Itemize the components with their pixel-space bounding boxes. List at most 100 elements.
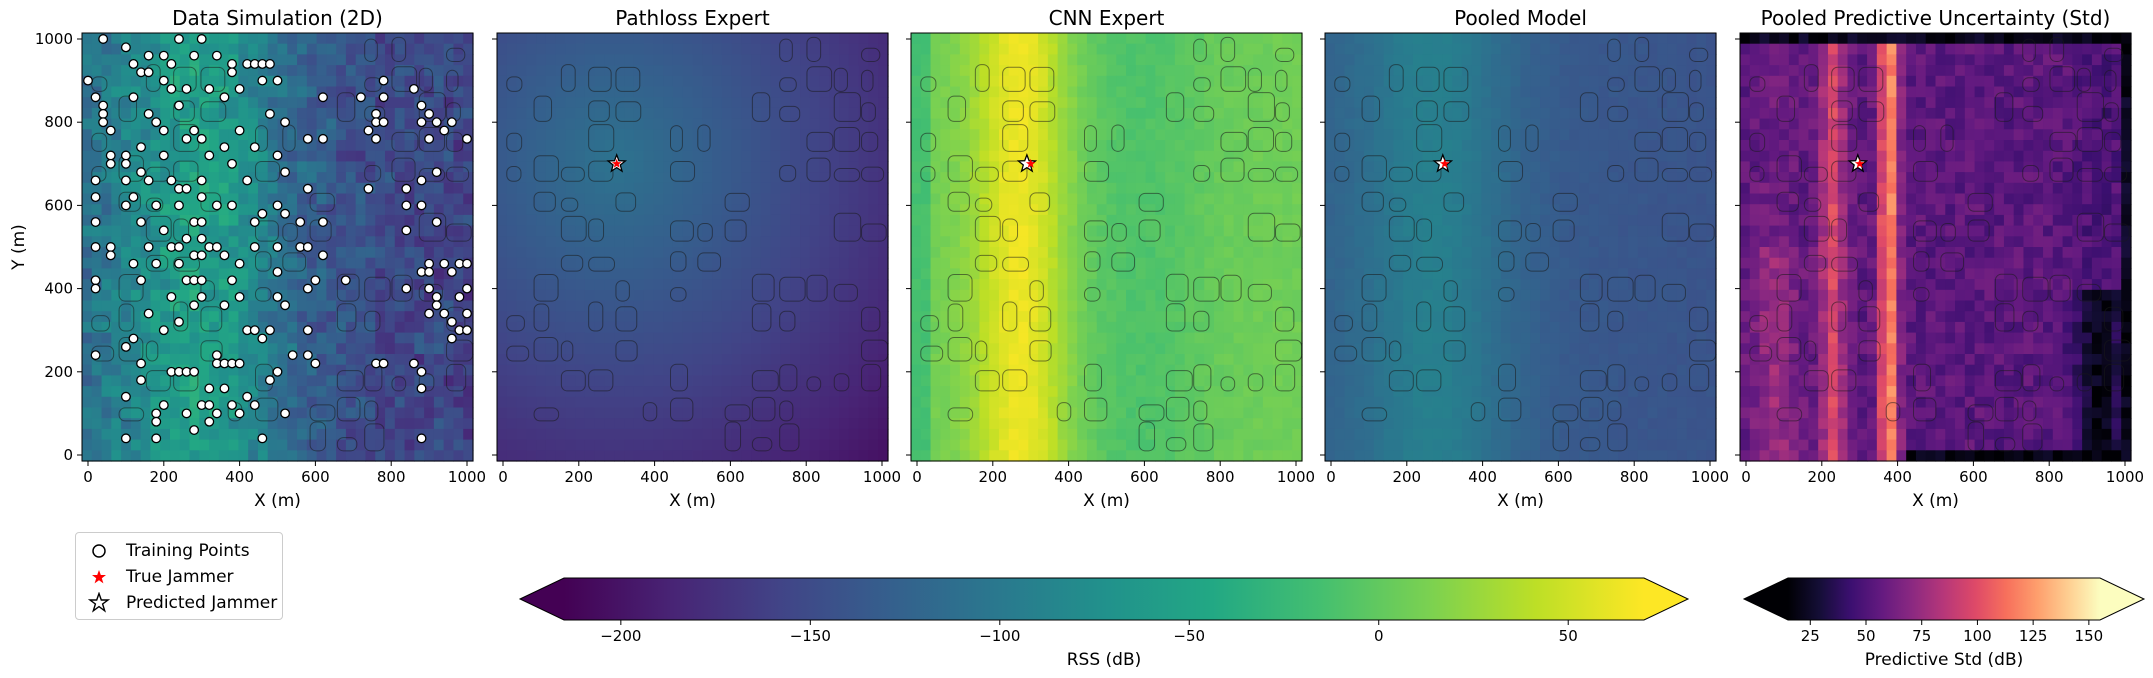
colorbar-tick-label: 125 — [2019, 627, 2048, 645]
training-point — [227, 67, 237, 78]
training-point — [378, 92, 389, 103]
training-point — [196, 175, 207, 186]
x-tick-label: 800 — [1206, 468, 1235, 486]
heatmap — [497, 33, 889, 462]
colorbar-extend-high — [1644, 578, 1688, 620]
training-point — [105, 158, 116, 169]
legend-label: Training Points — [126, 541, 250, 561]
training-point — [105, 150, 116, 161]
training-point — [416, 366, 427, 377]
colorbar-outline — [1742, 577, 2146, 621]
legend: Training Points True Jammer Predicted Ja… — [75, 532, 283, 620]
training-point — [151, 433, 162, 444]
true-jammer-marker — [1854, 158, 1865, 168]
panel-5: Pooled Predictive Uncertainty (Std) 0 200 4… — [1735, 6, 2144, 511]
training-point — [204, 150, 215, 161]
training-point — [424, 267, 435, 277]
training-point — [98, 100, 109, 111]
x-axis-label: X (m) — [1912, 491, 1959, 511]
training-points — [83, 34, 472, 444]
training-point — [90, 283, 101, 294]
training-point — [249, 242, 260, 252]
training-point — [158, 150, 169, 161]
training-point — [242, 175, 253, 186]
training-point — [158, 75, 169, 86]
legend-item-training-points: Training Points — [88, 539, 250, 563]
x-tick-label: 400 — [1468, 468, 1497, 486]
x-axis-label: X (m) — [254, 491, 301, 511]
training-point — [227, 200, 237, 211]
x-tick-label: 200 — [1392, 468, 1421, 486]
x-tick-label: 1000 — [448, 468, 486, 486]
training-point — [446, 267, 457, 277]
colorbar-tick-label: −100 — [979, 627, 1020, 645]
training-point — [462, 325, 472, 336]
training-point — [158, 50, 169, 61]
colorbar-1: −200 −150 −100 −50 0 50 RSS (dB) — [518, 577, 1690, 670]
training-point — [151, 416, 162, 427]
training-point — [234, 358, 245, 369]
training-point — [439, 125, 450, 136]
colorbar-tick-label: 75 — [1912, 627, 1931, 645]
training-point — [105, 250, 116, 261]
colorbar-gradient — [564, 578, 1644, 620]
training-point — [318, 92, 328, 103]
training-point — [143, 67, 154, 78]
colorbar-tick-label: 0 — [1374, 627, 1384, 645]
training-point — [98, 117, 109, 128]
training-point — [196, 133, 207, 144]
heatmap — [911, 33, 1303, 462]
x-axis-label: X (m) — [1083, 491, 1130, 511]
true-jammer-marker — [1025, 158, 1036, 168]
y-tick-label: 200 — [44, 363, 73, 381]
training-point — [90, 192, 101, 203]
training-point — [242, 391, 253, 402]
legend-item-predicted-jammer: Predicted Jammer — [88, 591, 277, 615]
training-point — [143, 108, 154, 119]
y-tick-label: 0 — [63, 446, 73, 464]
colorbar-label: Predictive Std (dB) — [1865, 650, 2024, 670]
training-point — [227, 59, 237, 69]
x-tick-label: 0 — [1326, 468, 1336, 486]
training-point — [371, 133, 381, 144]
training-point — [143, 175, 154, 186]
training-point — [280, 408, 291, 419]
training-point — [120, 200, 131, 211]
training-point — [462, 283, 472, 294]
training-point — [272, 366, 283, 377]
colorbar-2: 25 50 75 100 125 150 Predictive Std (dB) — [1742, 577, 2146, 670]
training-point — [90, 217, 101, 227]
training-point — [166, 83, 177, 94]
training-point — [136, 275, 147, 286]
colorbar-tick-label: 100 — [1963, 627, 1992, 645]
training-point — [227, 400, 237, 411]
training-point — [234, 125, 245, 136]
training-point — [219, 250, 230, 261]
colorbar-tick-label: −150 — [790, 627, 831, 645]
training-point — [378, 117, 389, 128]
x-tick-label: 600 — [1130, 468, 1159, 486]
training-point — [424, 108, 435, 119]
training-point — [340, 275, 351, 286]
x-tick-label: 400 — [1054, 468, 1083, 486]
training-point — [446, 333, 457, 344]
training-point — [189, 50, 200, 61]
training-point — [120, 341, 131, 352]
training-point — [128, 333, 139, 344]
colorbar-tick-label: 50 — [1856, 627, 1875, 645]
training-point — [355, 92, 366, 103]
panel-title: CNN Expert — [1049, 6, 1165, 30]
training-point — [211, 350, 222, 361]
colorbar-gradient — [1788, 578, 2100, 620]
training-point — [196, 217, 207, 227]
training-point — [454, 291, 465, 302]
training-point — [310, 275, 321, 286]
training-point — [98, 34, 109, 44]
training-point — [181, 133, 192, 144]
training-point — [401, 183, 412, 194]
training-point — [439, 258, 450, 269]
open-star-icon — [88, 592, 110, 614]
training-point — [424, 283, 435, 294]
training-point — [234, 408, 245, 419]
training-point — [151, 258, 162, 269]
